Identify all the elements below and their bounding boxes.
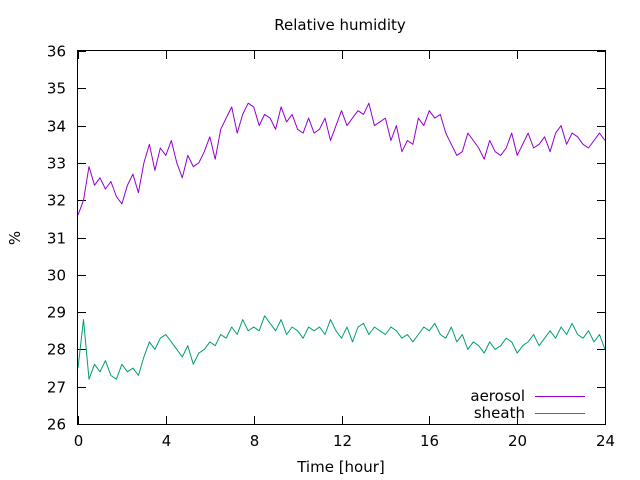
x-tick-label: 24 [596, 432, 615, 450]
y-tick-label: 26 [47, 416, 66, 434]
y-tick-label: 36 [47, 43, 66, 61]
plot-frame [77, 50, 606, 425]
y-tick-label: 34 [47, 118, 66, 136]
y-tick-label: 32 [47, 192, 66, 210]
y-tick-label: 28 [47, 341, 66, 359]
y-tick-label: 29 [47, 304, 66, 322]
y-tick-label: 33 [47, 155, 66, 173]
tick-labels: 0 4 8 12 16 20 24 26 27 28 29 30 31 32 33 34 35 36 [47, 43, 615, 451]
legend: aerosol sheath [470, 387, 585, 422]
y-axis-label: % [6, 231, 24, 245]
legend-label-aerosol: aerosol [470, 387, 525, 405]
x-tick-label: 4 [162, 432, 172, 450]
y-tick-label: 35 [47, 80, 66, 98]
x-axis-label: Time [hour] [296, 458, 385, 476]
axis-ticks [78, 51, 606, 425]
chart-title: Relative humidity [274, 16, 406, 34]
y-tick-label: 27 [47, 379, 66, 397]
series-layer [77, 102, 606, 380]
y-tick-label: 30 [47, 267, 66, 285]
x-tick-label: 16 [420, 432, 439, 450]
x-tick-label: 12 [333, 432, 352, 450]
series-line-sheath [77, 315, 606, 380]
x-tick-label: 8 [250, 432, 260, 450]
y-tick-label: 31 [47, 230, 66, 248]
series-line-aerosol [77, 102, 606, 216]
x-tick-label: 20 [508, 432, 527, 450]
legend-label-sheath: sheath [474, 404, 525, 422]
x-tick-label: 0 [74, 432, 84, 450]
